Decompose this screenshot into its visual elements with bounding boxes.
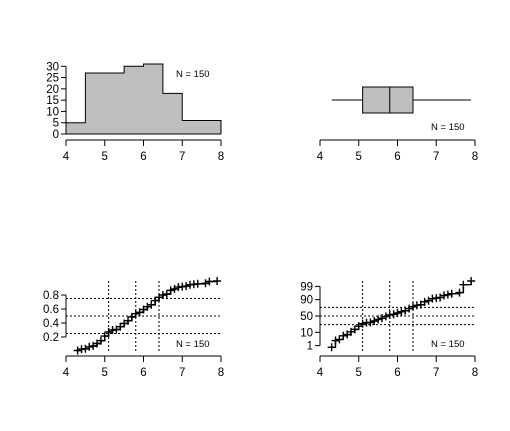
ecdf-y-tick-label: 0.6 — [43, 304, 59, 316]
hist-y-tick-label: 20 — [46, 84, 59, 96]
ecdf-x-tick-label: 4 — [63, 367, 70, 379]
ecdf-y-tick-label: 0.2 — [43, 332, 59, 344]
ecdf-point — [193, 279, 202, 288]
qq-point — [389, 310, 398, 319]
qq-point — [358, 319, 367, 328]
hist-n-annotation: N = 150 — [176, 69, 210, 80]
hist-x-tick-label: 7 — [179, 151, 185, 163]
ecdf-x-tick-label: 5 — [102, 367, 108, 379]
qq-y-tick-label: 50 — [300, 311, 313, 323]
qq-point — [409, 302, 417, 311]
ecdf-x-tick-label: 6 — [140, 367, 146, 379]
ecdf-point — [96, 336, 105, 345]
ecdf-point — [131, 309, 140, 318]
qq-point — [405, 304, 414, 313]
box-x-tick-label: 7 — [433, 151, 439, 163]
hist-y-tick-label: 15 — [46, 95, 59, 107]
histogram-outline — [65, 63, 222, 134]
qq-point — [447, 289, 456, 298]
qq-point — [335, 335, 344, 344]
hist-x-tick-label: 4 — [63, 151, 70, 163]
ecdf-point — [124, 316, 132, 325]
ecdf-point — [100, 332, 109, 341]
box-x-tick-label: 4 — [317, 151, 324, 163]
qq-point — [436, 293, 445, 302]
hist-x-tick-label: 8 — [218, 151, 224, 163]
box-n-annotation: N = 150 — [431, 122, 465, 133]
qq-point — [378, 314, 386, 323]
hist-y-tick-label: 10 — [46, 106, 59, 118]
ecdf-x-tick-label: 7 — [179, 367, 185, 379]
hist-y-tick-label: 30 — [46, 61, 59, 73]
qq-point — [331, 336, 340, 345]
ecdf-point — [85, 342, 94, 351]
ecdf-y-tick-label: 0.8 — [43, 290, 59, 302]
ecdf-point — [166, 286, 175, 295]
qq-point — [443, 290, 452, 299]
qq-y-tick-label: 1 — [307, 341, 313, 353]
qq-y-tick-label: 90 — [300, 295, 313, 307]
hist-x-tick-label: 5 — [102, 151, 108, 163]
hist-y-tick-label: 5 — [53, 118, 59, 130]
ecdf-n-annotation: N = 150 — [176, 339, 210, 350]
ecdf-point — [158, 291, 167, 299]
boxplot-panel: 4 5 6 7 8 N = 150 — [317, 86, 478, 163]
hist-y-tick-label: 25 — [46, 73, 59, 85]
qq-x-tick-label: 6 — [394, 367, 400, 379]
qq-point — [327, 343, 336, 352]
box-x-tick-label: 8 — [472, 151, 478, 163]
ecdf-point — [81, 344, 90, 353]
ecdf-y-tick-label: 0.4 — [43, 318, 60, 330]
qq-point — [393, 309, 402, 318]
ecdf-point — [73, 346, 82, 355]
qq-x-tick-label: 4 — [317, 367, 324, 379]
qq-point — [366, 318, 375, 327]
qq-point — [397, 307, 406, 316]
ecdf-point — [147, 300, 156, 309]
ecdf-point — [201, 279, 210, 288]
ecdf-point — [170, 284, 179, 293]
qq-x-tick-label: 5 — [356, 367, 362, 379]
ecdf-point — [213, 277, 222, 285]
qq-point — [339, 331, 348, 340]
qq-point — [374, 315, 383, 324]
box-x-tick-label: 5 — [356, 151, 362, 163]
qq-point — [440, 291, 448, 300]
hist-x-tick-label: 6 — [140, 151, 146, 163]
qq-x-tick-label: 7 — [433, 367, 439, 379]
ecdf-panel: 0.2 0.4 0.6 0.8 4 5 6 7 8 N = 150 — [43, 277, 224, 379]
qq-point — [420, 297, 429, 306]
ecdf-point — [104, 327, 113, 336]
qq-point — [370, 317, 379, 326]
qq-n-annotation: N = 150 — [431, 339, 465, 350]
qq-point — [381, 312, 390, 321]
ecdf-x-tick-label: 8 — [218, 367, 224, 379]
ecdf-point — [143, 302, 152, 311]
qq-point — [459, 280, 468, 289]
probability-plot-panel: 1 10 50 90 99 4 5 6 7 8 N = 150 — [300, 277, 478, 379]
hist-y-tick-label: 0 — [53, 129, 59, 141]
ecdf-point — [182, 282, 191, 291]
qq-y-tick-label: 10 — [300, 327, 313, 339]
box-iqr — [362, 86, 414, 114]
ecdf-point — [205, 277, 214, 286]
qq-point — [455, 288, 464, 297]
qq-x-tick-label: 8 — [472, 367, 478, 379]
ecdf-point — [162, 290, 171, 299]
qq-point — [424, 296, 433, 305]
qq-point — [467, 277, 476, 285]
qq-y-tick-label: 99 — [300, 281, 313, 293]
box-x-tick-label: 6 — [394, 151, 400, 163]
